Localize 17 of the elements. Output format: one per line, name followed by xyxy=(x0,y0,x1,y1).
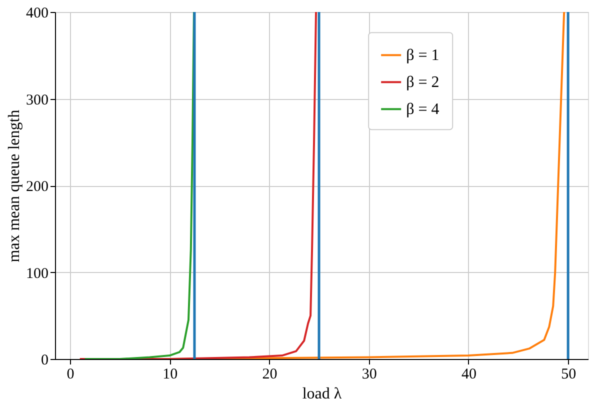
x-tick-label: 50 xyxy=(561,366,576,382)
y-axis-title: max mean queue length xyxy=(6,110,23,262)
x-tick-label: 40 xyxy=(461,366,476,382)
legend-label: β = 4 xyxy=(406,101,440,118)
x-tick-label: 20 xyxy=(262,366,278,382)
x-tick-label: 0 xyxy=(66,366,74,382)
legend-label: β = 1 xyxy=(406,47,440,64)
x-tick-label: 10 xyxy=(162,366,178,382)
y-tick-label: 400 xyxy=(26,6,48,22)
y-tick-label: 0 xyxy=(41,352,48,368)
x-tick-label: 30 xyxy=(362,366,377,382)
y-tick-label: 100 xyxy=(26,266,48,282)
y-tick-label: 300 xyxy=(26,92,48,108)
y-tick-label: 200 xyxy=(26,179,48,195)
line-series xyxy=(78,12,318,359)
legend-label: β = 2 xyxy=(406,74,440,92)
x-axis-title: load λ xyxy=(302,386,342,402)
